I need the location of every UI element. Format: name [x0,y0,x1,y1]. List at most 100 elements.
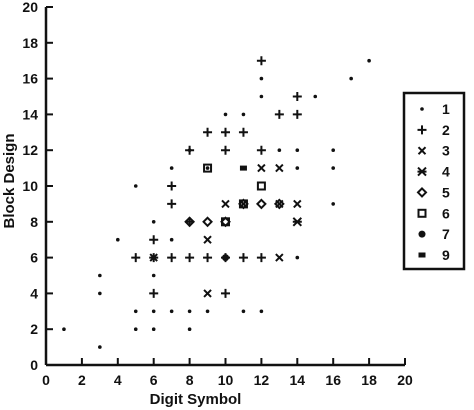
x-tick-label: 4 [114,372,122,388]
data-point-3 [275,253,284,262]
legend-label: 5 [442,184,450,200]
data-point-1 [187,309,192,314]
data-point-1 [62,327,66,331]
x-tick-label: 0 [42,372,50,388]
data-point-3 [275,163,284,173]
data-point-2 [292,92,302,101]
data-point-2 [292,109,302,119]
x-tick-label: 2 [78,372,86,388]
axes [44,7,405,367]
data-point-1 [151,220,156,224]
data-point-2 [203,253,213,263]
data-point-1 [259,94,264,99]
data-point-2 [256,253,266,263]
data-point-9 [239,165,247,171]
data-point-2 [185,145,195,155]
legend-label: 6 [442,205,450,221]
legend-marker-9 [418,252,426,258]
data-point-5 [202,216,213,228]
y-tick-label: 10 [22,178,38,194]
legend-label: 1 [442,101,450,117]
y-tick-label: 8 [30,214,38,230]
tick-marks: 0 2 4 6 8 10 12 14 16 18 20 0 2 4 6 8 10 12 14 16 18 20 [22,0,413,388]
y-tick-label: 14 [22,106,38,122]
data-point-2 [221,145,230,155]
legend-marker-7 [418,230,426,238]
legend-label: 3 [442,143,450,159]
data-point-6 [203,163,213,173]
data-point-1 [295,148,300,152]
legend-label: 2 [442,122,450,138]
legend: 1 2 3 4 5 6 7 9 [402,91,466,271]
y-tick-label: 16 [22,71,38,87]
data-point-2 [203,127,213,137]
data-point-1 [295,166,300,170]
data-point-6 [221,217,230,227]
data-point-1 [133,309,138,314]
y-tick-label: 20 [22,0,38,15]
data-point-2 [149,235,159,245]
y-tick-label: 4 [30,285,38,301]
data-point-1 [98,345,102,349]
x-axis-title: Digit Symbol [150,391,242,408]
data-point-1 [151,309,156,314]
data-point-1 [133,327,138,331]
y-tick-label: 6 [30,250,38,266]
data-point-1 [331,202,335,206]
data-point-2 [167,253,177,263]
data-point-2 [256,56,266,66]
x-tick-label: 16 [325,372,341,388]
y-tick-label: 18 [22,35,38,51]
legend-label: 7 [442,226,450,242]
data-point-2 [167,199,177,209]
data-point-1 [169,166,174,170]
data-point-2 [238,127,248,137]
data-point-1 [259,309,264,314]
data-point-1 [259,76,264,81]
data-point-1 [151,327,156,331]
data-point-1 [349,76,353,81]
data-point-2 [167,181,177,191]
legend-label: 9 [442,247,450,263]
legend-marker-5 [416,187,428,198]
y-tick-label: 0 [30,357,38,373]
data-point-1 [133,184,138,188]
x-tick-label: 10 [218,372,234,388]
data-point-2 [131,253,141,263]
y-tick-label: 2 [30,321,38,337]
legend-marker-4 [417,166,427,177]
data-point-1 [241,309,246,314]
x-tick-label: 6 [150,372,158,388]
data-point-3 [149,253,158,262]
data-point-3 [203,289,212,298]
data-point-6 [256,181,266,191]
data-point-1 [223,112,228,117]
data-point-3 [203,235,212,244]
data-point-1 [367,58,371,63]
x-tick-label: 18 [361,372,377,388]
data-points [62,56,371,349]
data-point-5 [184,216,196,228]
legend-label: 4 [442,164,450,180]
data-point-1 [295,255,300,260]
data-point-2 [221,288,230,298]
data-point-2 [221,127,230,137]
data-point-1 [241,112,246,117]
data-point-2 [149,288,159,298]
data-point-1 [331,148,335,152]
data-point-4 [292,217,303,227]
data-point-1 [169,237,174,242]
data-point-1 [98,273,102,278]
data-point-1 [205,309,210,314]
data-point-6 [238,199,248,209]
y-tick-label: 12 [22,142,38,158]
data-point-7 [222,254,229,262]
data-point-1 [169,309,174,314]
x-tick-label: 8 [186,372,194,388]
legend-marker-3 [417,146,427,155]
x-tick-label: 20 [397,372,413,388]
data-point-1 [331,166,335,170]
y-axis-title: Block Design [1,133,18,228]
legend-marker-2 [417,125,427,135]
